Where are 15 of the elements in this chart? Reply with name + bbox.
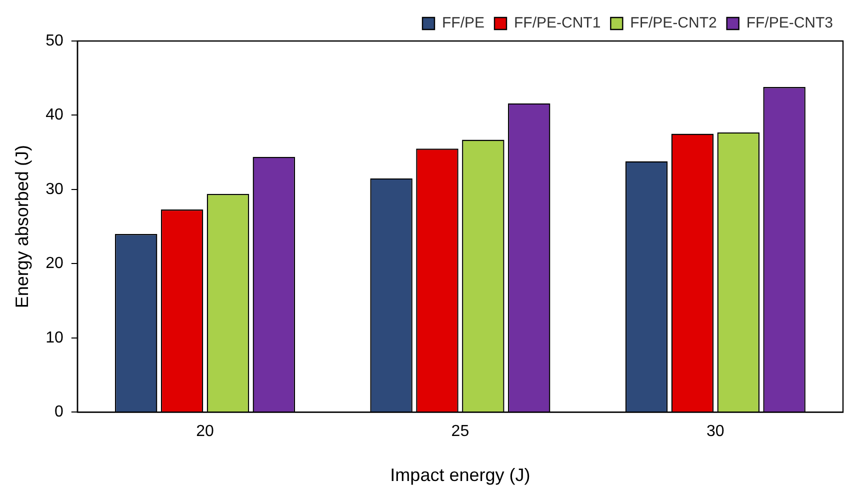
y-tick-label: 10 [46, 329, 64, 346]
x-tick-label: 30 [706, 423, 724, 440]
y-tick-label: 30 [46, 180, 64, 198]
x-axis-title: Impact energy (J) [390, 465, 530, 486]
y-tick-label: 0 [54, 404, 64, 421]
y-tick-label: 40 [46, 106, 64, 124]
legend-label: FF/PE-CNT1 [514, 14, 601, 32]
x-tick-label: 25 [451, 423, 470, 440]
x-tick-label: 20 [196, 423, 214, 440]
legend-label: FF/PE-CNT3 [746, 14, 834, 32]
y-tick-label: 20 [46, 255, 64, 272]
y-axis-title: Energy absorbed (J) [12, 145, 32, 308]
y-tick-label: 50 [46, 32, 64, 50]
legend-label: FF/PE [442, 14, 485, 32]
legend-label: FF/PE-CNT2 [630, 14, 717, 32]
